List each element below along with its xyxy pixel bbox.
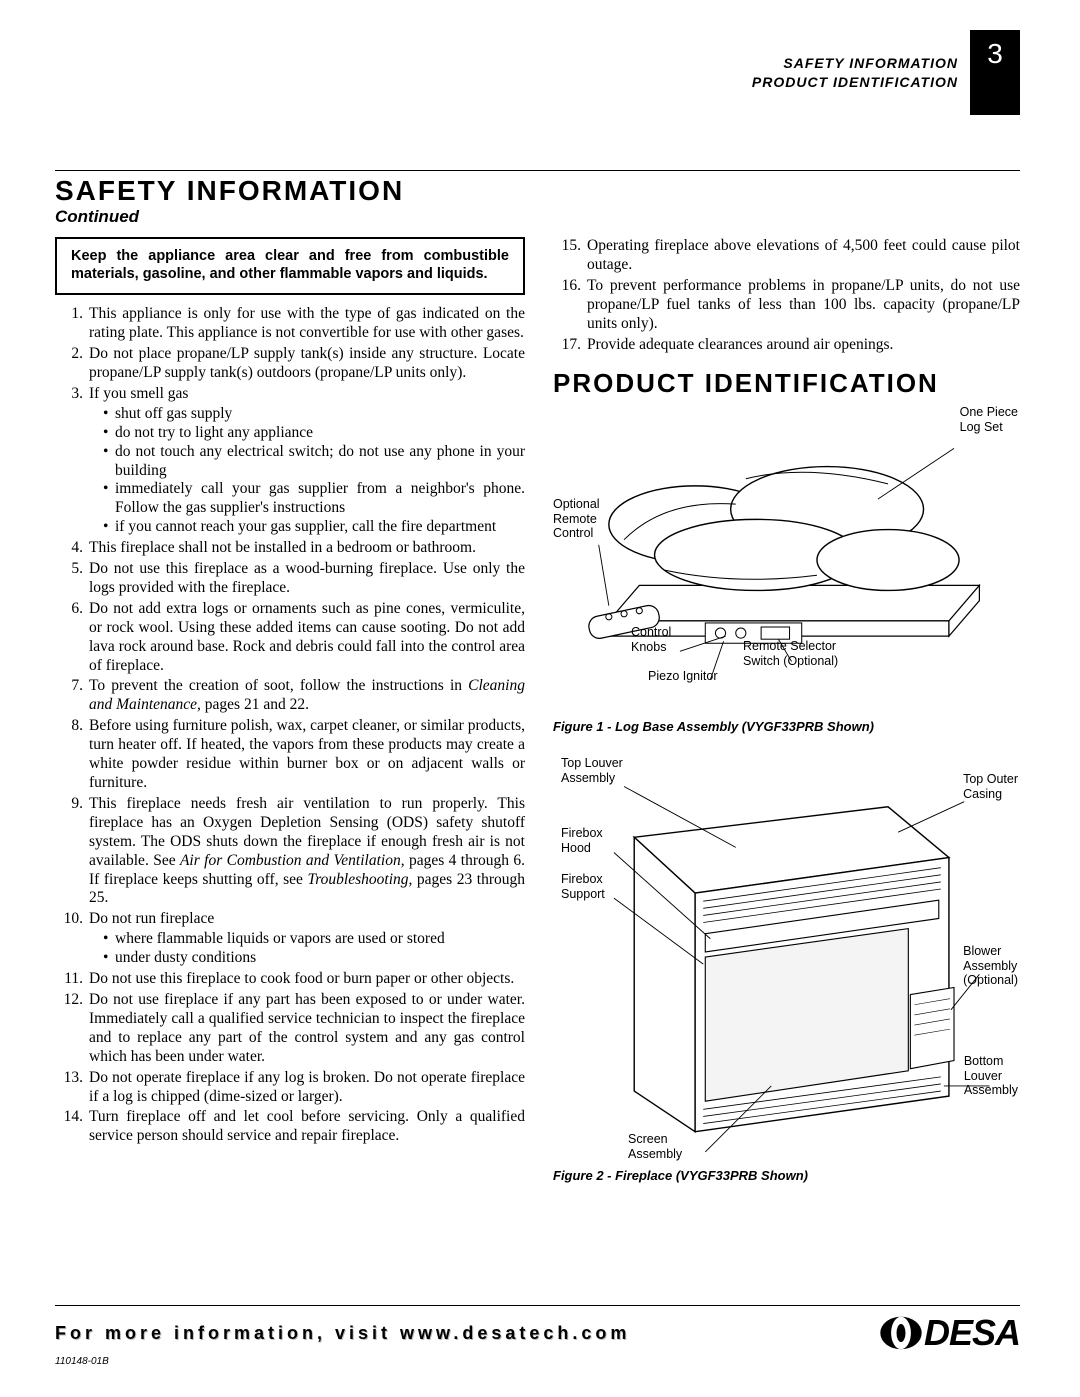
safety-item: Do not use this fireplace to cook food o…: [55, 970, 525, 989]
safety-item: Operating fireplace above elevations of …: [553, 237, 1020, 275]
callout-top-louver: Top Louver Assembly: [561, 756, 623, 785]
callout-knobs: Control Knobs: [631, 625, 671, 654]
brand-name: DESA: [924, 1312, 1020, 1354]
safety-subitem: if you cannot reach your gas supplier, c…: [103, 518, 525, 537]
safety-item: To prevent the creation of soot, follow …: [55, 677, 525, 715]
brand-logo: DESA: [878, 1312, 1020, 1354]
callout-log-set: One Piece Log Set: [960, 405, 1018, 434]
safety-item: Provide adequate clearances around air o…: [553, 336, 1020, 355]
page-number: 3: [987, 38, 1003, 70]
safety-item: Before using furniture polish, wax, carp…: [55, 717, 525, 793]
safety-item: Do not run fireplacewhere flammable liqu…: [55, 910, 525, 968]
footer-text: For more information, visit www.desatech…: [55, 1323, 630, 1344]
safety-list-right: Operating fireplace above elevations of …: [553, 237, 1020, 354]
figure-2-svg: [553, 744, 1020, 1164]
callout-firebox-support: Firebox Support: [561, 872, 605, 901]
page-footer: For more information, visit www.desatech…: [55, 1305, 1020, 1367]
page-number-box: 3: [970, 30, 1020, 115]
safety-item: This fireplace needs fresh air ventilati…: [55, 795, 525, 908]
two-column-layout: Keep the appliance area clear and free f…: [55, 237, 1020, 1193]
doc-number: 110148-01B: [55, 1356, 1020, 1367]
safety-title: SAFETY INFORMATION: [55, 175, 1020, 207]
figure-2: Top Louver Assembly Firebox Hood Firebox…: [553, 744, 1020, 1164]
safety-subitem: where flammable liquids or vapors are us…: [103, 930, 525, 949]
warning-box: Keep the appliance area clear and free f…: [55, 237, 525, 295]
safety-subitem: do not touch any electrical switch; do n…: [103, 443, 525, 481]
left-column: Keep the appliance area clear and free f…: [55, 237, 525, 1193]
safety-subitem: shut off gas supply: [103, 405, 525, 424]
safety-item: If you smell gasshut off gas supplydo no…: [55, 385, 525, 537]
safety-item: This fireplace shall not be installed in…: [55, 539, 525, 558]
safety-sublist: where flammable liquids or vapors are us…: [89, 930, 525, 968]
safety-item: Do not operate fireplace if any log is b…: [55, 1069, 525, 1107]
header-section-titles: SAFETY INFORMATION PRODUCT IDENTIFICATIO…: [752, 54, 958, 92]
safety-item: Do not place propane/LP supply tank(s) i…: [55, 345, 525, 383]
callout-blower: Blower Assembly (Optional): [963, 944, 1018, 987]
figure-1-caption: Figure 1 - Log Base Assembly (VYGF33PRB …: [553, 719, 1020, 734]
product-id-title: PRODUCT IDENTIFICATION: [553, 368, 1020, 399]
figure-2-caption: Figure 2 - Fireplace (VYGF33PRB Shown): [553, 1168, 1020, 1183]
header-line2: PRODUCT IDENTIFICATION: [752, 73, 958, 92]
safety-item: Turn fireplace off and let cool before s…: [55, 1108, 525, 1146]
safety-subitem: do not try to light any appliance: [103, 424, 525, 443]
callout-remote: Optional Remote Control: [553, 497, 600, 540]
continued-label: Continued: [55, 207, 1020, 227]
safety-list-left: This appliance is only for use with the …: [55, 305, 525, 1146]
brand-logo-icon: [878, 1315, 924, 1351]
safety-item: Do not add extra logs or ornaments such …: [55, 600, 525, 676]
callout-piezo: Piezo Ignitor: [648, 669, 717, 683]
figure-1-svg: [553, 405, 1020, 715]
safety-item: To prevent performance problems in propa…: [553, 277, 1020, 334]
callout-screen: Screen Assembly: [628, 1132, 682, 1161]
page-header: SAFETY INFORMATION PRODUCT IDENTIFICATIO…: [55, 30, 1020, 115]
figure-1: One Piece Log Set Optional Remote Contro…: [553, 405, 1020, 715]
safety-subitem: under dusty conditions: [103, 949, 525, 968]
header-line1: SAFETY INFORMATION: [752, 54, 958, 73]
callout-bottom-louver: Bottom Louver Assembly: [964, 1054, 1018, 1097]
right-column: Operating fireplace above elevations of …: [553, 237, 1020, 1193]
safety-subitem: immediately call your gas supplier from …: [103, 480, 525, 518]
callout-firebox-hood: Firebox Hood: [561, 826, 603, 855]
safety-item: Do not use this fireplace as a wood-burn…: [55, 560, 525, 598]
safety-item: Do not use fireplace if any part has bee…: [55, 991, 525, 1067]
callout-selector: Remote Selector Switch (Optional): [743, 639, 838, 668]
safety-sublist: shut off gas supplydo not try to light a…: [89, 405, 525, 537]
safety-item: This appliance is only for use with the …: [55, 305, 525, 343]
footer-bar: For more information, visit www.desatech…: [55, 1305, 1020, 1354]
section-rule: [55, 170, 1020, 171]
callout-top-casing: Top Outer Casing: [963, 772, 1018, 801]
